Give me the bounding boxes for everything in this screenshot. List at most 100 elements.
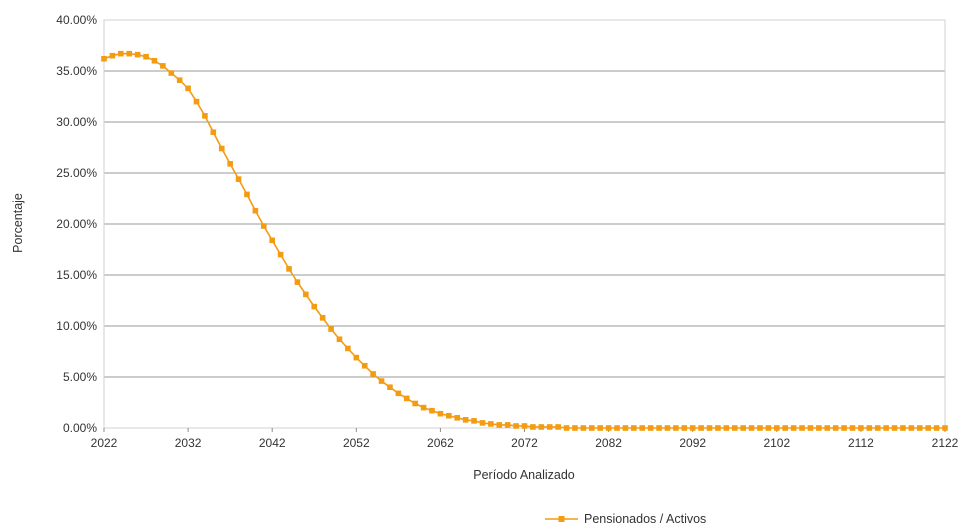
data-point — [185, 85, 191, 92]
data-point — [605, 425, 612, 431]
data-point — [471, 418, 477, 424]
x-tick-label: 2052 — [343, 436, 370, 450]
data-point — [378, 378, 385, 384]
data-point — [118, 50, 124, 57]
data-point — [437, 410, 444, 417]
data-point — [731, 425, 738, 431]
x-tick-label: 2112 — [848, 436, 874, 450]
gridlines — [104, 19, 945, 429]
y-tick-label: 20.00% — [56, 217, 97, 231]
data-point — [614, 425, 620, 431]
data-point — [151, 58, 158, 64]
y-tick-label: 10.00% — [56, 319, 97, 333]
data-point — [799, 425, 805, 431]
data-point — [446, 412, 452, 419]
data-point — [504, 422, 511, 428]
x-tick-label: 2082 — [595, 436, 622, 450]
data-point — [782, 425, 789, 431]
x-tick-label: 2072 — [511, 436, 538, 450]
data-point — [370, 371, 376, 377]
series-layer — [101, 50, 948, 431]
data-point — [260, 223, 267, 229]
data-point — [841, 425, 847, 431]
data-point — [765, 425, 772, 431]
data-point — [849, 425, 856, 431]
y-tick-label: 15.00% — [56, 268, 97, 282]
data-point — [572, 425, 578, 431]
data-point — [361, 362, 368, 369]
data-point — [933, 425, 940, 431]
data-point — [925, 425, 931, 431]
y-axis-ticks: 0.00% 5.00% 10.00% 15.00% 20.00% 25.00% 30.00%… — [56, 13, 97, 435]
data-point — [874, 425, 881, 431]
y-axis-title: Porcentaje — [11, 193, 25, 253]
data-point — [227, 161, 233, 167]
data-point — [942, 425, 948, 431]
data-point — [597, 425, 603, 431]
data-point — [244, 191, 250, 198]
data-point — [588, 425, 595, 431]
x-tick-label: 2092 — [679, 436, 706, 450]
x-tick-label: 2102 — [763, 436, 790, 450]
data-point — [269, 237, 275, 244]
data-point — [757, 425, 763, 431]
data-point — [496, 422, 503, 428]
legend: Pensionados / Activos — [545, 512, 706, 525]
data-point — [908, 425, 915, 431]
data-point — [387, 384, 393, 390]
data-point — [336, 336, 343, 343]
data-point — [420, 404, 427, 411]
data-point — [353, 354, 360, 361]
data-point — [160, 63, 166, 69]
data-point — [580, 425, 587, 431]
y-tick-label: 40.00% — [56, 13, 97, 27]
data-point — [824, 425, 831, 431]
legend-label: Pensionados / Activos — [584, 512, 706, 525]
y-tick-label: 25.00% — [56, 166, 97, 180]
data-point — [109, 52, 116, 59]
y-tick-label: 5.00% — [63, 370, 97, 384]
data-point — [740, 425, 746, 431]
data-point — [126, 50, 133, 57]
data-point — [689, 425, 696, 431]
data-point — [546, 424, 553, 430]
y-tick-label: 30.00% — [56, 115, 97, 129]
data-point — [698, 425, 704, 431]
data-point — [403, 395, 410, 402]
data-point — [513, 423, 519, 429]
data-point — [916, 425, 923, 431]
data-point — [210, 129, 217, 135]
data-point — [303, 291, 309, 298]
data-point — [816, 425, 822, 431]
data-point — [521, 423, 528, 429]
x-tick-label: 2032 — [175, 436, 202, 450]
x-tick-label: 2022 — [91, 436, 118, 450]
data-point — [345, 345, 351, 352]
legend-swatch-marker — [558, 516, 565, 522]
data-point — [462, 417, 469, 423]
data-point — [866, 425, 873, 431]
data-point — [319, 315, 326, 321]
data-point — [176, 77, 183, 83]
data-point — [429, 407, 435, 414]
data-point — [656, 425, 662, 431]
data-point — [631, 425, 637, 431]
data-point — [639, 425, 646, 431]
data-point — [277, 251, 284, 258]
data-point — [530, 424, 536, 430]
data-point — [286, 266, 292, 272]
data-point — [101, 55, 107, 62]
data-point — [143, 53, 149, 60]
y-tick-label: 35.00% — [56, 64, 97, 78]
data-point — [900, 425, 906, 431]
data-point — [454, 415, 461, 421]
x-axis-title: Período Analizado — [473, 468, 575, 482]
data-point — [479, 420, 486, 426]
data-point — [673, 425, 679, 431]
data-point — [858, 425, 864, 431]
data-point — [774, 425, 780, 431]
data-point — [395, 390, 402, 397]
data-point — [235, 176, 242, 182]
data-point — [706, 425, 713, 431]
